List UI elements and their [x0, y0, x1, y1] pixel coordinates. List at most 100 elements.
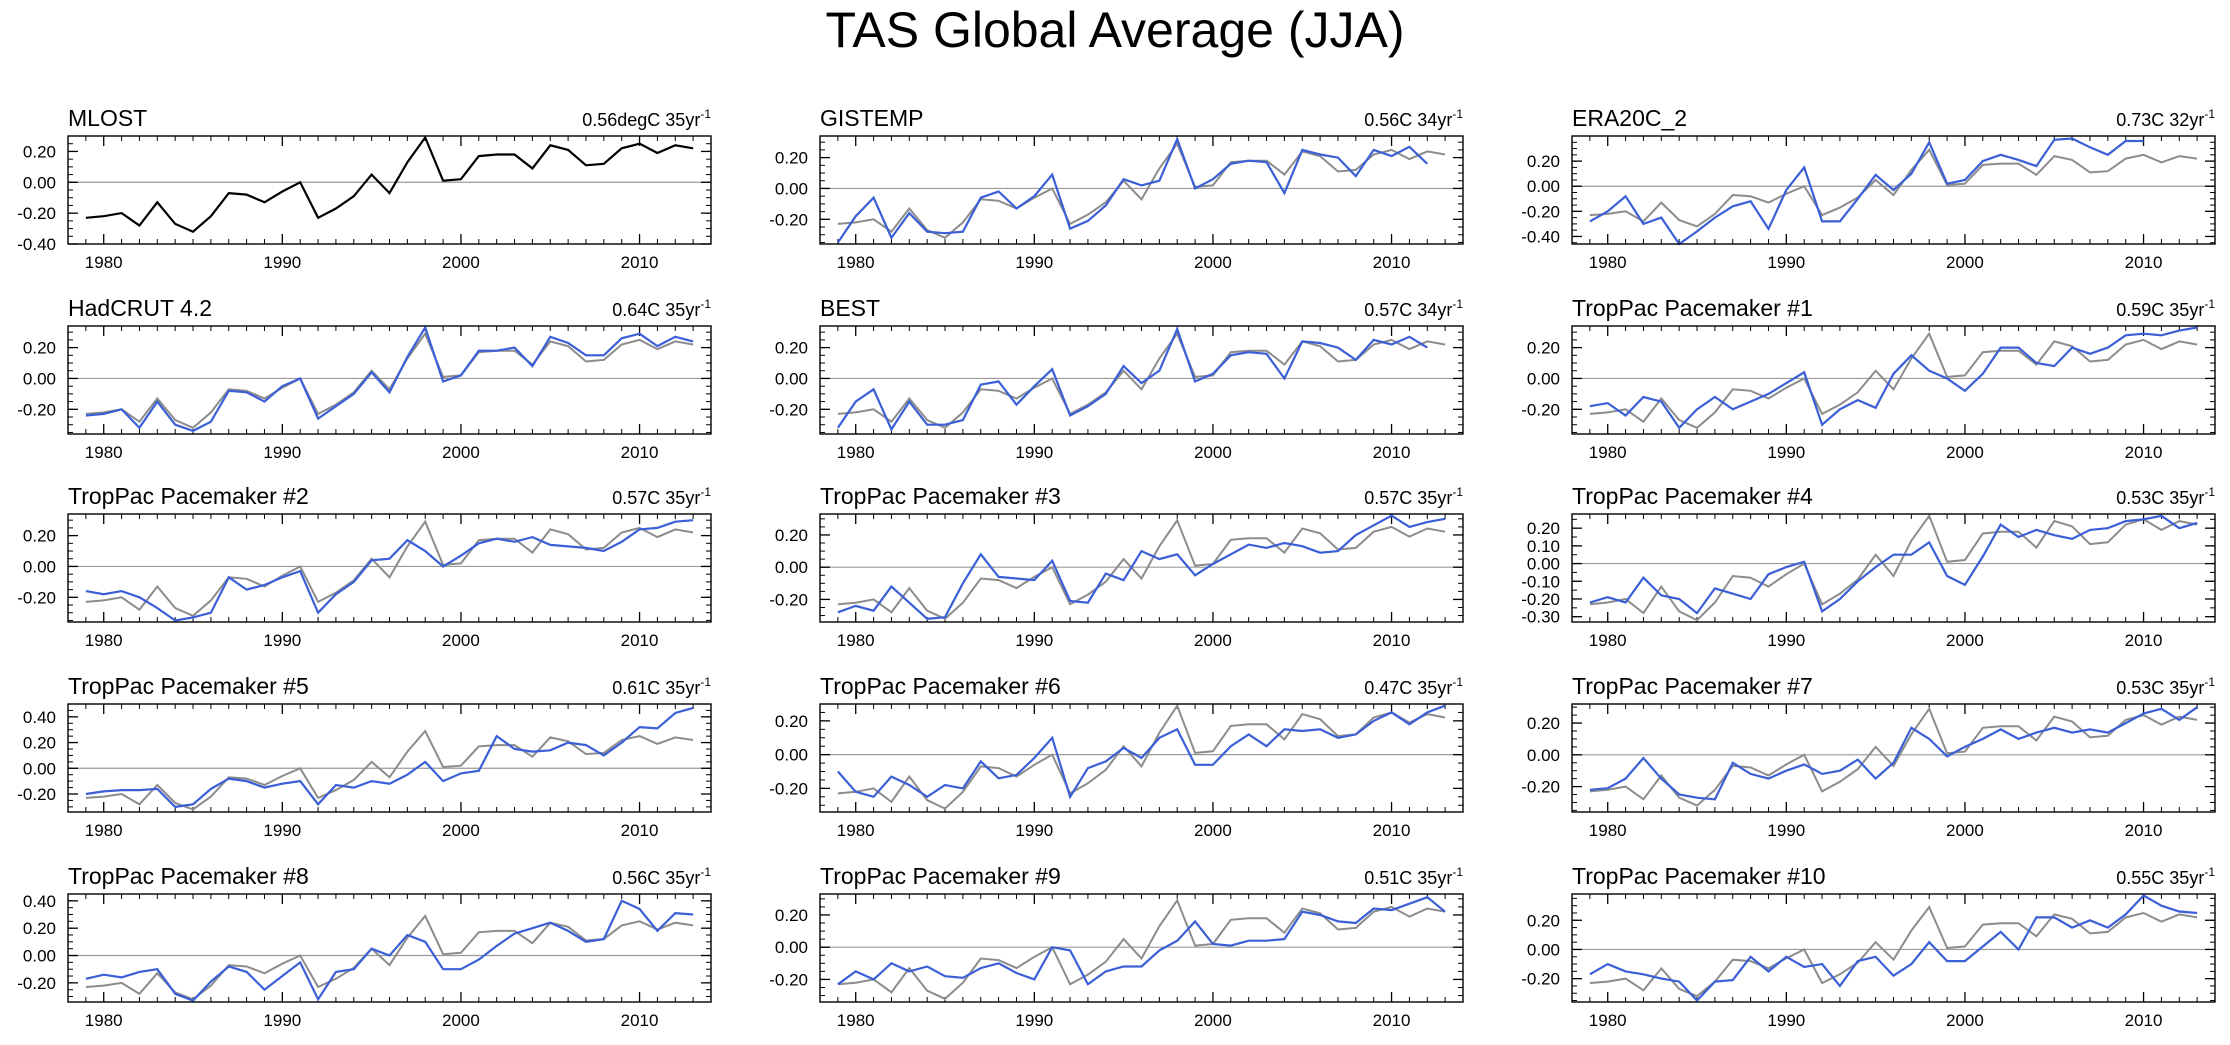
trend-label: 0.61C 35yr-1	[612, 675, 711, 698]
trend-label: 0.59C 35yr-1	[2116, 297, 2215, 320]
series-line-model	[836, 326, 1428, 432]
series-line-reference	[85, 331, 694, 429]
y-tick-label: -0.20	[17, 974, 56, 993]
chart-panel-12: TropPac Pacemaker #7 0.53C 35yr-1 1980 1990…	[1521, 673, 2216, 840]
trend-value: 0.56degC 35yr	[582, 110, 700, 130]
x-tick-label: 2010	[1373, 1011, 1411, 1030]
x-tick-label: 1990	[1767, 253, 1805, 272]
x-tick-label: 2000	[1194, 631, 1232, 650]
trend-label: 0.57C 34yr-1	[1364, 297, 1463, 320]
plot-frame	[819, 325, 1464, 435]
x-tick-label: 1980	[1589, 821, 1627, 840]
series-line-reference	[837, 331, 1446, 429]
series-line-model	[85, 324, 694, 433]
minor-ticks	[819, 326, 1464, 434]
series-line-reference	[85, 914, 694, 1001]
series-line-model	[1589, 894, 2198, 1003]
panel-title: HadCRUT 4.2	[68, 295, 212, 321]
x-tick-label: 2000	[442, 253, 480, 272]
minor-ticks	[1571, 326, 2216, 434]
x-tick-label: 1990	[1767, 821, 1805, 840]
x-tick-label: 2010	[2125, 1011, 2163, 1030]
x-tick-label: 2010	[621, 443, 659, 462]
x-tick-label: 2010	[1373, 253, 1411, 272]
trend-value: 0.64C 35yr	[612, 300, 700, 320]
chart-panel-3: ERA20C_2 0.73C 32yr-1 1980 1990 2000 2010 0.20…	[1521, 105, 2216, 272]
trend-value: 0.55C 35yr	[2116, 868, 2204, 888]
y-tick-label: 0.00	[1527, 746, 1560, 765]
y-tick-label: 0.00	[1527, 940, 1560, 959]
x-tick-label: 1980	[837, 821, 875, 840]
chart-panel-14: TropPac Pacemaker #9 0.51C 35yr-1 1980 1990…	[769, 863, 1464, 1030]
x-tick-label: 2010	[2125, 253, 2163, 272]
y-tick-label: -0.20	[17, 588, 56, 607]
plot-frame	[819, 703, 1464, 813]
series-line-model	[836, 136, 1429, 244]
y-tick-label: -0.20	[17, 400, 56, 419]
y-tick-label: -0.10	[1521, 572, 1560, 591]
series-line-model	[1589, 706, 2198, 801]
x-tick-label: 2010	[621, 1011, 659, 1030]
trend-unit-superscript: -1	[2204, 107, 2215, 121]
x-tick-label: 1990	[263, 1011, 301, 1030]
x-tick-label: 2010	[1373, 821, 1411, 840]
trend-unit-superscript: -1	[2204, 297, 2215, 311]
y-tick-label: -0.20	[1521, 400, 1560, 419]
series-line-model	[1589, 137, 2144, 246]
y-tick-label: 0.20	[775, 526, 808, 545]
trend-unit-superscript: -1	[1452, 865, 1463, 879]
y-tick-label: -0.20	[769, 779, 808, 798]
plot-frame	[1571, 325, 2216, 435]
plot-frame	[67, 703, 712, 813]
x-tick-label: 1990	[263, 253, 301, 272]
series-line-model	[1589, 514, 2198, 615]
y-tick-label: 0.00	[1527, 177, 1560, 196]
x-tick-label: 1990	[1015, 1011, 1053, 1030]
y-tick-label: -0.20	[769, 210, 808, 229]
chart-panel-5: BEST 0.57C 34yr-1 1980 1990 2000 2010 0.20 0.00…	[769, 295, 1464, 462]
minor-ticks	[819, 894, 1464, 1002]
x-tick-label: 2000	[1194, 443, 1232, 462]
x-tick-label: 2010	[1373, 443, 1411, 462]
panel-title: TropPac Pacemaker #3	[820, 483, 1061, 509]
y-tick-label: 0.20	[1527, 519, 1560, 538]
y-tick-label: 0.20	[1527, 714, 1560, 733]
series-line-model	[85, 706, 694, 809]
minor-ticks	[1571, 135, 2216, 244]
x-tick-label: 2010	[621, 821, 659, 840]
y-tick-label: -0.20	[1521, 590, 1560, 609]
plot-frame	[1571, 893, 2216, 1003]
trend-unit-superscript: -1	[2204, 485, 2215, 499]
x-tick-label: 1980	[85, 253, 123, 272]
panel-title: TropPac Pacemaker #1	[1572, 295, 1813, 321]
y-tick-label: -0.20	[769, 590, 808, 609]
trend-unit-superscript: -1	[2204, 675, 2215, 689]
panel-title: TropPac Pacemaker #8	[68, 863, 309, 889]
x-tick-label: 2010	[2125, 443, 2163, 462]
y-tick-label: -0.20	[769, 970, 808, 989]
trend-label: 0.57C 35yr-1	[1364, 485, 1463, 508]
x-tick-label: 2000	[1194, 1011, 1232, 1030]
series-line-model	[837, 895, 1446, 986]
trend-label: 0.73C 32yr-1	[2116, 107, 2215, 130]
x-tick-label: 1980	[837, 631, 875, 650]
x-tick-label: 2000	[1946, 1011, 1984, 1030]
y-tick-label: -0.40	[17, 235, 56, 254]
y-tick-label: -0.20	[1521, 202, 1560, 221]
y-tick-label: 0.20	[1527, 911, 1560, 930]
x-tick-label: 1980	[85, 1011, 123, 1030]
x-tick-label: 1980	[1589, 1011, 1627, 1030]
plot-frame	[1571, 135, 2216, 245]
x-tick-label: 1980	[837, 253, 875, 272]
x-tick-label: 2000	[442, 1011, 480, 1030]
trend-value: 0.53C 35yr	[2116, 678, 2204, 698]
y-tick-label: 0.20	[23, 734, 56, 753]
y-tick-label: -0.20	[17, 204, 56, 223]
series-line-reference	[837, 518, 1446, 620]
x-tick-label: 2000	[442, 631, 480, 650]
x-tick-label: 1990	[1015, 443, 1053, 462]
minor-ticks	[67, 893, 712, 1002]
x-tick-label: 2010	[2125, 631, 2163, 650]
series-line-reference	[837, 898, 1446, 1000]
trend-value: 0.47C 35yr	[1364, 678, 1452, 698]
